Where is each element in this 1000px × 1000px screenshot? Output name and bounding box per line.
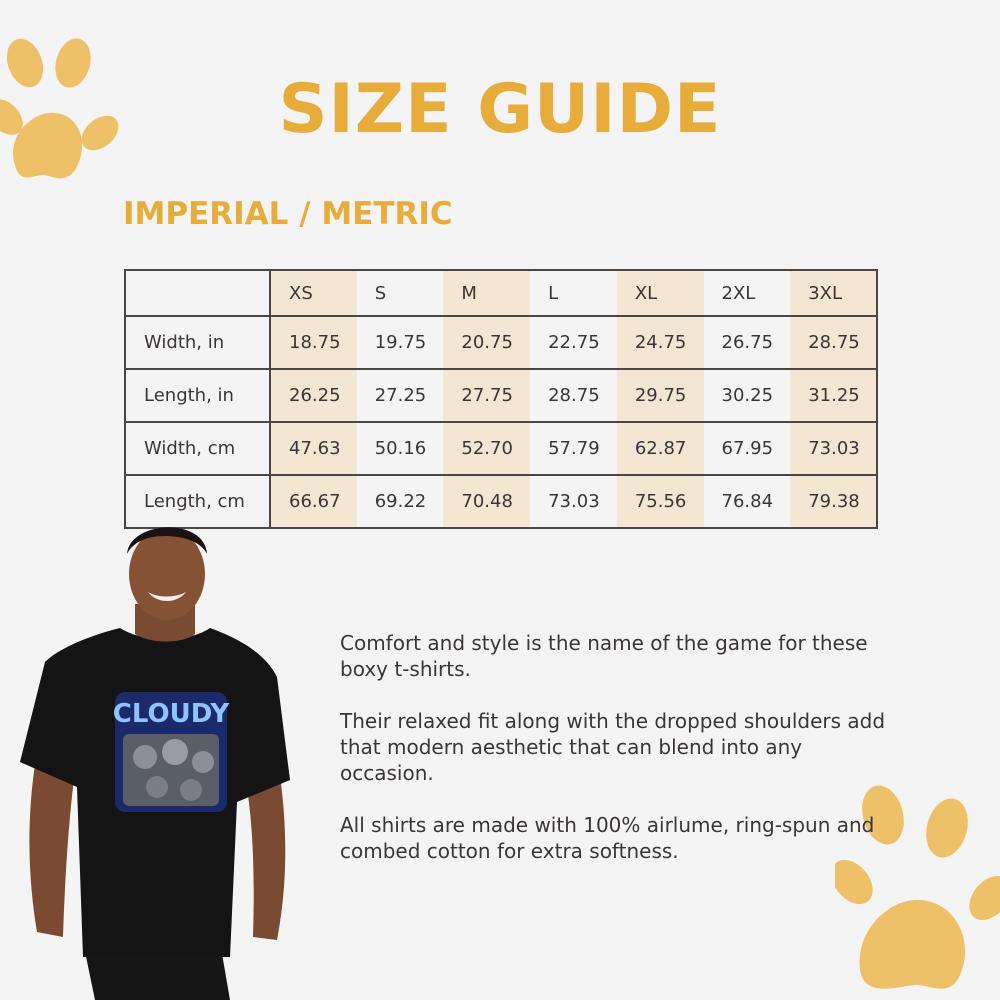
description-paragraph: All shirts are made with 100% airlume, r… — [340, 813, 875, 863]
table-cell: 66.67 — [270, 474, 357, 529]
table-cell: 26.75 — [703, 315, 791, 370]
table-cell: 20.75 — [443, 315, 531, 370]
table-cell: 27.25 — [356, 368, 444, 423]
table-cell: 67.95 — [703, 421, 791, 476]
product-description: Comfort and style is the name of the gam… — [340, 630, 900, 890]
table-cell: 22.75 — [530, 315, 617, 370]
section-subtitle: IMPERIAL / METRIC — [123, 196, 453, 232]
table-corner-cell — [124, 269, 271, 317]
size-header: L — [530, 269, 617, 317]
table-cell: 27.75 — [443, 368, 531, 423]
table-row: Length, cm 66.67 69.22 70.48 73.03 75.56… — [124, 474, 878, 529]
table-row: Length, in 26.25 27.25 27.75 28.75 29.75… — [124, 368, 878, 423]
size-header: 3XL — [790, 269, 878, 317]
table-header-row: XS S M L XL 2XL 3XL — [124, 269, 878, 317]
size-header: 2XL — [703, 269, 791, 317]
table-cell: 75.56 — [616, 474, 704, 529]
table-cell: 29.75 — [616, 368, 704, 423]
row-label: Length, cm — [124, 474, 271, 529]
table-cell: 18.75 — [270, 315, 357, 370]
model-photo: CLOUDY — [20, 527, 290, 1000]
table-row: Width, cm 47.63 50.16 52.70 57.79 62.87 … — [124, 421, 878, 476]
table-cell: 50.16 — [356, 421, 444, 476]
table-cell: 28.75 — [790, 315, 878, 370]
model-head — [129, 528, 205, 620]
size-table: XS S M L XL 2XL 3XL Width, in 18.75 19.7… — [124, 269, 878, 529]
description-paragraph: Their relaxed fit along with the dropped… — [340, 709, 886, 785]
size-header: XL — [616, 269, 704, 317]
description-paragraph: Comfort and style is the name of the gam… — [340, 631, 868, 681]
table-cell: 26.25 — [270, 368, 357, 423]
table-cell: 79.38 — [790, 474, 878, 529]
page-title: SIZE GUIDE — [278, 70, 722, 149]
size-header: M — [443, 269, 531, 317]
table-cell: 57.79 — [530, 421, 617, 476]
table-cell: 62.87 — [616, 421, 704, 476]
table-cell: 52.70 — [443, 421, 531, 476]
table-cell: 73.03 — [790, 421, 878, 476]
table-row: Width, in 18.75 19.75 20.75 22.75 24.75 … — [124, 315, 878, 370]
table-cell: 76.84 — [703, 474, 791, 529]
table-cell: 30.25 — [703, 368, 791, 423]
shirt-print-text: CLOUDY — [113, 699, 231, 729]
table-cell: 73.03 — [530, 474, 617, 529]
row-label: Length, in — [124, 368, 271, 423]
table-cell: 28.75 — [530, 368, 617, 423]
table-cell: 47.63 — [270, 421, 357, 476]
table-cell: 70.48 — [443, 474, 531, 529]
paw-icon — [0, 38, 119, 179]
table-cell: 69.22 — [356, 474, 444, 529]
size-header: S — [356, 269, 444, 317]
size-header: XS — [270, 269, 357, 317]
table-cell: 19.75 — [356, 315, 444, 370]
table-cell: 31.25 — [790, 368, 878, 423]
row-label: Width, cm — [124, 421, 271, 476]
row-label: Width, in — [124, 315, 271, 370]
paw-icon — [835, 785, 1000, 989]
table-cell: 24.75 — [616, 315, 704, 370]
